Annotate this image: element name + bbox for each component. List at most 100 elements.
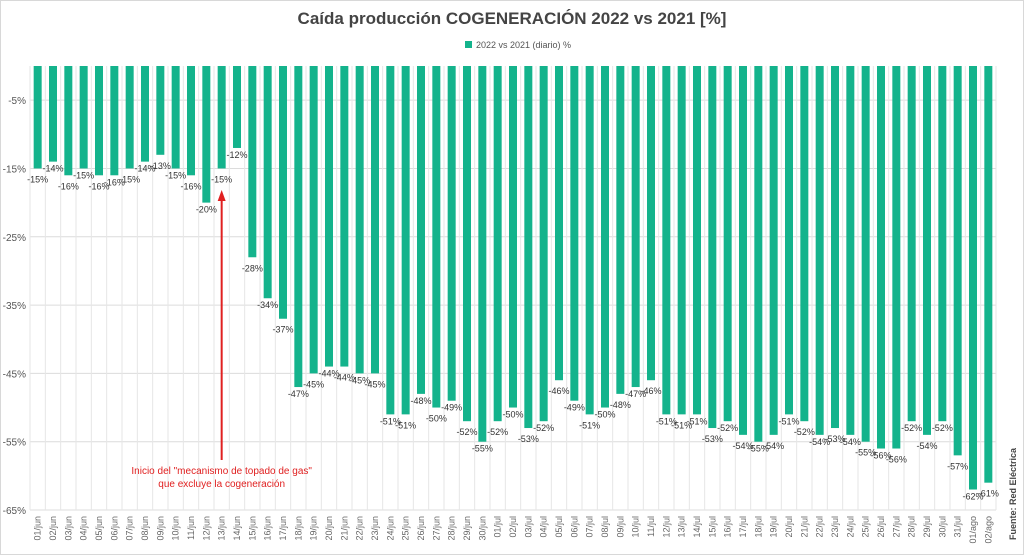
x-tick-label: 25/jun [401,516,411,541]
bar [555,66,563,381]
data-label: -51% [395,420,416,430]
x-tick-label: 16/jul [723,516,733,538]
bar [800,66,809,422]
data-label: -12% [226,150,247,160]
data-label: -15% [27,174,48,184]
x-tick-label: 04/jul [539,516,549,538]
data-label: -44% [334,373,355,383]
x-tick-label: 11/jul [646,516,656,537]
bar [831,66,839,429]
legend-swatch [465,41,472,48]
bar [478,66,487,442]
y-tick-label: -45% [3,369,26,380]
data-label: -51% [778,416,799,426]
bar [570,66,579,401]
x-tick-label: 03/jul [523,516,533,538]
x-tick-label: 01/jul [493,516,503,538]
data-label: -50% [502,410,523,420]
bar [202,66,211,203]
bar [110,66,119,176]
x-axis-ticks: 01/jun 02/jun 03/jun 04/jun 05/jun 06/jun 07/j… [33,516,994,544]
bar [79,66,88,169]
data-labels: -15%-14%-16%-15%-16%-16%-15%-14%-13%-15%… [27,150,999,502]
bar [141,66,149,162]
bar [708,66,717,429]
bar [907,66,916,422]
x-tick-label: 01/jun [33,516,43,541]
data-label: -15% [211,174,232,184]
x-tick-label: 07/jun [125,516,135,541]
y-tick-label: -5% [8,96,26,107]
data-label: -53% [518,434,539,444]
bar [785,66,793,415]
bar [309,66,318,374]
x-tick-label: 27/jun [431,516,441,541]
x-tick-label: 12/jun [201,516,211,541]
data-label: -16% [104,177,125,187]
bar [892,66,901,449]
x-tick-label: 06/jun [109,516,119,541]
x-tick-label: 05/jun [94,516,104,541]
data-label: -54% [809,437,830,447]
source-note: Fuente: Red Eléctrica [1008,447,1018,540]
x-tick-label: 24/jun [385,516,395,541]
y-tick-label: -25% [3,233,26,244]
x-tick-label: 10/jul [631,516,641,538]
x-tick-label: 12/jul [661,516,671,538]
x-tick-label: 02/jun [48,516,58,541]
x-tick-label: 19/jun [309,516,319,541]
x-tick-label: 30/jun [477,516,487,541]
data-label: -52% [487,427,508,437]
bar [325,66,333,367]
x-tick-label: 14/jun [232,516,242,541]
x-tick-label: 21/jun [339,516,349,541]
x-tick-label: 15/jul [707,516,717,538]
x-tick-label: 07/jul [585,516,595,538]
data-label: -54% [732,441,753,451]
x-tick-label: 15/jun [247,516,257,541]
x-tick-label: 18/jun [293,516,303,541]
bar [33,66,42,169]
bar [355,66,364,374]
x-tick-label: 31/jul [953,516,963,538]
y-tick-label: -35% [3,301,26,312]
bar [509,66,517,408]
bar [585,66,594,415]
data-label: -46% [640,386,661,396]
data-label: -20% [196,205,217,215]
bar [156,66,165,155]
x-tick-label: 09/jun [155,516,165,541]
data-label: -56% [870,451,891,461]
data-label: -37% [272,325,293,335]
bar [447,66,456,401]
x-tick-label: 23/jun [370,516,380,541]
data-label: -53% [824,434,845,444]
bar [601,66,609,408]
x-tick-label: 10/jun [171,516,181,541]
bar [846,66,855,435]
chart-title: Caída producción COGENERACIÓN 2022 vs 20… [298,9,727,28]
bar [953,66,962,456]
x-tick-label: 16/jun [263,516,273,541]
x-tick-label: 13/jun [217,516,227,541]
data-label: -52% [533,423,554,433]
bar [463,66,471,422]
bar [417,66,425,394]
x-tick-label: 28/jul [907,516,917,538]
x-tick-label: 29/jul [922,516,932,538]
bar [631,66,640,388]
x-tick-label: 01/ago [968,516,978,544]
data-label: -16% [58,181,79,191]
data-label: -45% [303,379,324,389]
data-label: -48% [610,400,631,410]
data-label: -62% [962,492,983,502]
legend: 2022 vs 2021 (diario) % [465,40,571,50]
x-tick-label: 28/jun [447,516,457,541]
x-tick-label: 22/jul [815,516,825,538]
data-label: -49% [441,403,462,413]
data-label: -52% [456,427,477,437]
annotation: Inicio del "mecanismo de topado de gas" q… [131,190,312,490]
bar [49,66,57,162]
data-label: -44% [318,369,339,379]
bar [647,66,655,381]
